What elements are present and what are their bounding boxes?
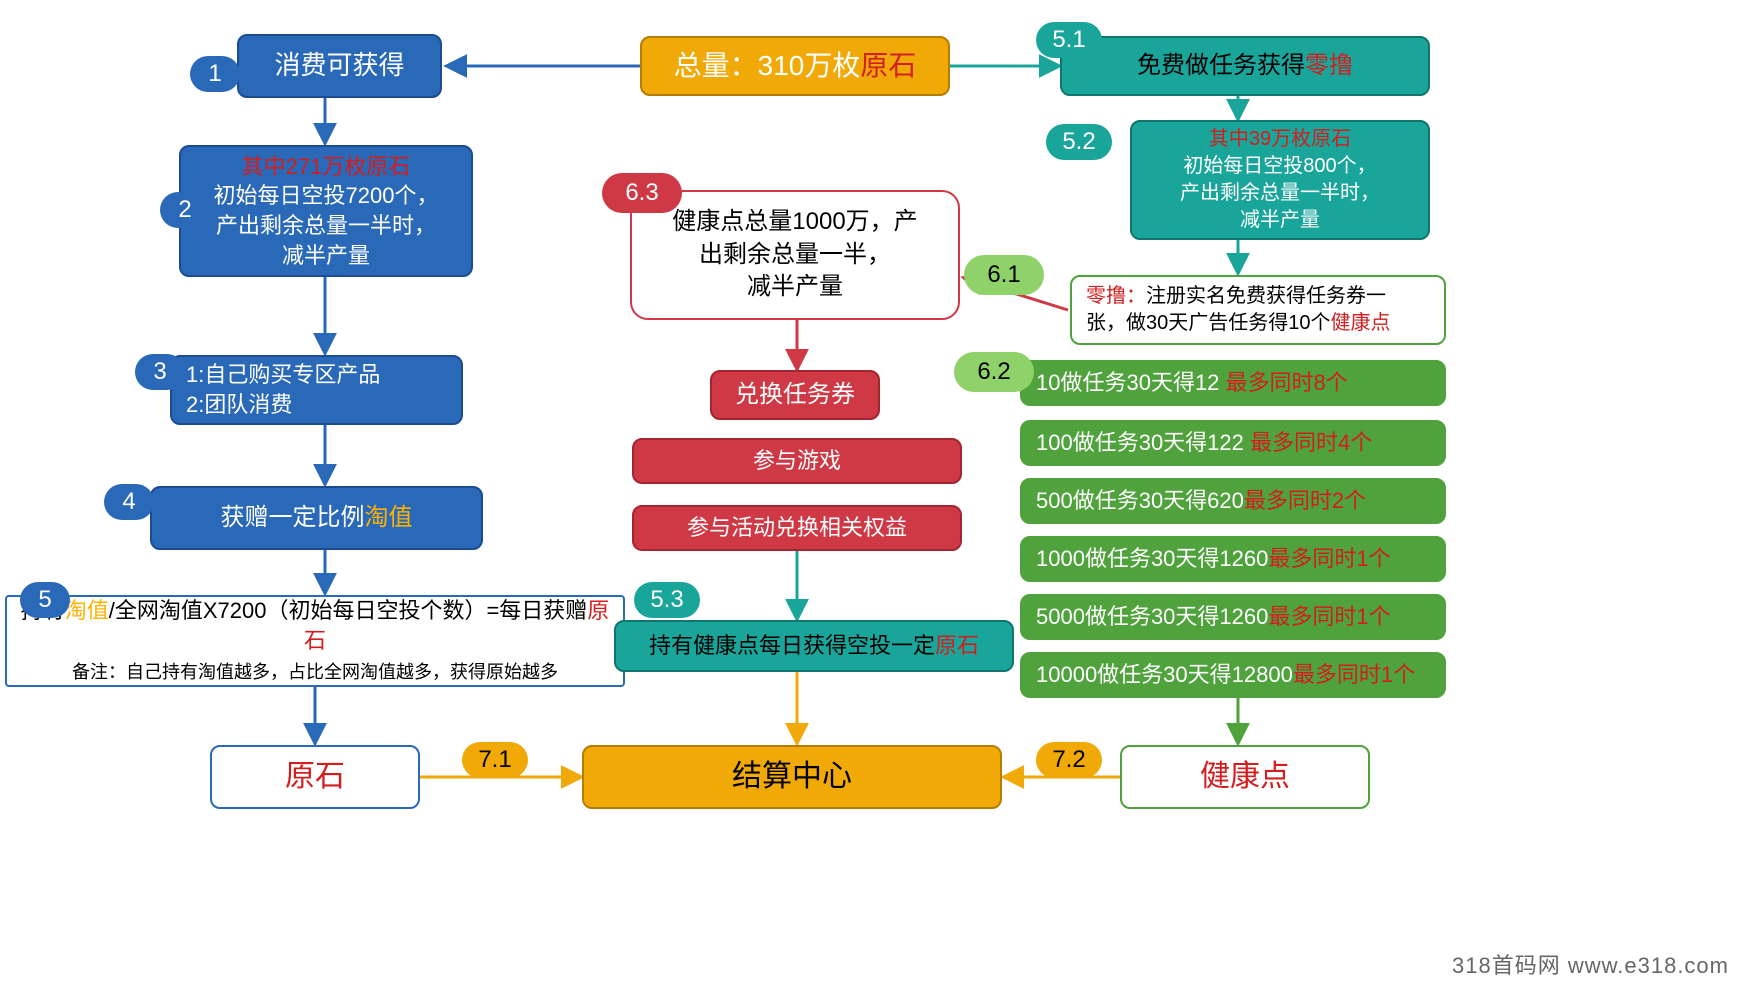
node-yuanshi: 原石 [210,745,420,809]
diagram-stage: 总量：310万枚原石 消费可获得其中271万枚原石初始每日空投7200个，产出剩余… [0,0,1759,990]
badge-p4: 4 [104,484,154,520]
node-t52: 其中39万枚原石初始每日空投800个，产出剩余总量一半时，减半产量 [1130,120,1430,240]
badge-p63: 6.3 [602,173,682,213]
node-g4: 1000做任务30天得1260最多同时1个 [1020,536,1446,582]
node-g6: 10000做任务30天得12800最多同时1个 [1020,652,1446,698]
node-r_exchange: 兑换任务券 [710,370,880,420]
node-b2: 其中271万枚原石初始每日空投7200个，产出剩余总量一半时，减半产量 [179,145,473,277]
node-t53: 持有健康点每日获得空投一定原石 [614,620,1014,672]
node-b4: 获赠一定比例淘值 [150,486,483,550]
badge-p52: 5.2 [1046,124,1112,160]
badge-p72: 7.2 [1036,742,1102,778]
node-g1: 10做任务30天得12 最多同时8个 [1020,360,1446,406]
node-g2: 100做任务30天得122 最多同时4个 [1020,420,1446,466]
badge-p61: 6.1 [964,255,1044,295]
badge-p3: 3 [135,354,185,390]
node-r_activity: 参与活动兑换相关权益 [632,505,962,551]
badge-p71: 7.1 [462,742,528,778]
node-g3: 500做任务30天得620最多同时2个 [1020,478,1446,524]
node-top: 总量：310万枚原石 [640,36,950,96]
node-r_game: 参与游戏 [632,438,962,484]
node-b3: 1:自己购买专区产品2:团队消费 [170,355,463,425]
node-settle: 结算中心 [582,745,1002,809]
badge-p53: 5.3 [634,582,700,618]
node-g5: 5000做任务30天得1260最多同时1个 [1020,594,1446,640]
node-t51: 免费做任务获得零撸 [1060,36,1430,96]
node-g61: 零撸：注册实名免费获得任务券一张，做30天广告任务得10个健康点 [1070,275,1446,345]
badge-p5: 5 [20,582,70,618]
watermark: 318首码网 www.e318.com [1452,948,1729,980]
node-r63head: 健康点总量1000万，产出剩余总量一半，减半产量 [630,190,960,320]
badge-p62: 6.2 [954,352,1034,392]
badge-p51: 5.1 [1036,22,1102,58]
badge-p2: 2 [160,192,210,228]
node-b5: 持有淘值/全网淘值X7200（初始每日空投个数）=每日获赠原石备注：自己持有淘值… [5,595,625,687]
badge-p1: 1 [190,56,240,92]
node-b1: 消费可获得 [237,34,442,98]
node-health: 健康点 [1120,745,1370,809]
